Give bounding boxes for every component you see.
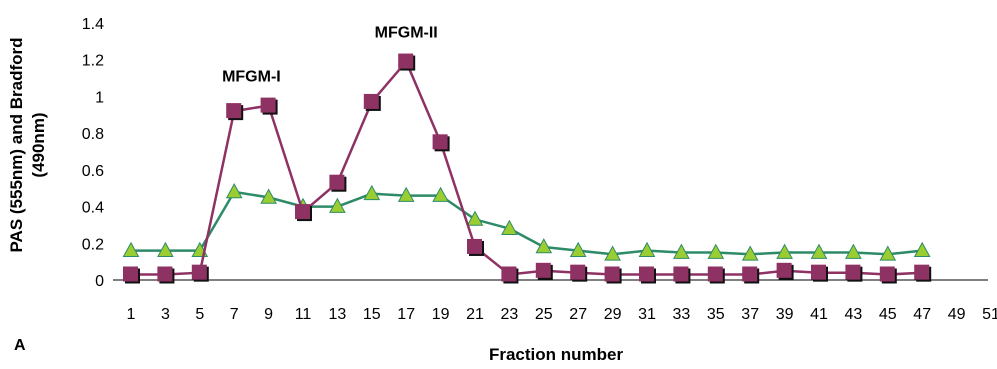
series-layer xyxy=(122,53,932,284)
data-point-square xyxy=(398,53,414,69)
data-point-triangle xyxy=(673,243,690,259)
y-tick-label: 1.4 xyxy=(82,16,104,33)
x-tick-label: 27 xyxy=(569,306,587,323)
data-point-square xyxy=(432,134,448,150)
data-point-square xyxy=(260,97,276,113)
data-point-square xyxy=(295,204,310,220)
x-tick-label: 35 xyxy=(707,306,725,323)
data-point-square xyxy=(845,264,861,280)
y-axis-label-line-1: PAS (555nm) and Bradford xyxy=(7,37,26,252)
data-point-triangle xyxy=(225,183,243,199)
x-tick-label: 45 xyxy=(879,306,897,323)
data-point-square xyxy=(363,93,379,109)
data-point-triangle xyxy=(604,245,621,261)
x-tick-label: 33 xyxy=(673,306,691,323)
data-point-square xyxy=(639,266,654,282)
x-tick-label: 31 xyxy=(638,306,656,323)
data-point-square xyxy=(535,262,551,278)
data-point-square xyxy=(914,264,930,280)
data-point-square xyxy=(329,174,345,190)
x-tick-label: 43 xyxy=(845,306,863,323)
y-tick-label: 0 xyxy=(95,273,104,290)
data-point-square xyxy=(673,266,689,282)
data-point-square xyxy=(811,264,826,280)
series-square xyxy=(123,53,932,284)
data-point-triangle xyxy=(260,188,277,204)
x-tick-label: 13 xyxy=(329,306,347,323)
data-point-square xyxy=(879,266,895,282)
series-line xyxy=(131,59,923,276)
y-tick-label: 1 xyxy=(95,89,104,106)
data-point-square xyxy=(226,103,242,119)
data-point-triangle xyxy=(501,219,518,235)
data-point-triangle xyxy=(810,243,828,259)
data-point-triangle xyxy=(432,186,449,202)
y-tick-label: 0.6 xyxy=(82,163,104,180)
y-axis-label: PAS (555nm) and Bradford (490nm) xyxy=(7,37,48,252)
data-point-square xyxy=(570,264,586,280)
y-tick-label: 0.4 xyxy=(82,200,104,217)
data-point-triangle xyxy=(569,241,587,257)
x-tick-label: 3 xyxy=(161,306,170,323)
data-point-triangle xyxy=(776,243,793,259)
data-point-square xyxy=(123,266,138,282)
data-point-triangle xyxy=(535,238,553,254)
panel-label: A xyxy=(14,337,26,354)
data-point-triangle xyxy=(707,243,725,259)
series-triangle xyxy=(122,183,931,261)
annotation-label: MFGM-II xyxy=(375,25,438,42)
x-tick-label: 5 xyxy=(195,306,204,323)
y-tick-label: 0.8 xyxy=(82,126,104,143)
x-tick-label: 11 xyxy=(295,306,312,323)
x-tick-label: 51 xyxy=(982,306,997,323)
data-point-triangle xyxy=(879,245,897,261)
data-point-triangle xyxy=(157,241,174,257)
data-point-triangle xyxy=(397,186,415,202)
data-point-square xyxy=(742,266,758,282)
x-tick-label: 19 xyxy=(432,306,450,323)
data-point-triangle xyxy=(845,243,862,259)
data-point-square xyxy=(157,266,173,282)
x-axis-label: Fraction number xyxy=(489,345,624,364)
y-tick-label: 0.2 xyxy=(82,236,104,253)
x-tick-label: 17 xyxy=(397,306,415,323)
x-tick-label: 37 xyxy=(741,306,759,323)
data-point-triangle xyxy=(329,197,346,213)
y-axis-label-line-2: (490nm) xyxy=(29,112,48,177)
y-tick-label: 1.2 xyxy=(82,53,104,70)
x-tick-label: 41 xyxy=(810,306,828,323)
data-point-triangle xyxy=(741,245,759,261)
x-tick-label: 25 xyxy=(535,306,553,323)
data-point-triangle xyxy=(466,210,484,226)
data-point-square xyxy=(191,264,207,280)
data-point-square xyxy=(776,262,792,278)
x-tick-labels: 1 3 5 7 9 11 13 15 17 19 21 23 25 27 29 31 33 35 37 39 41 43 4… xyxy=(127,306,997,323)
data-point-square xyxy=(501,266,517,282)
x-tick-label: 39 xyxy=(776,306,794,323)
data-point-square xyxy=(707,266,723,282)
data-point-square xyxy=(604,266,620,282)
x-tick-label: 9 xyxy=(264,306,273,323)
series-line xyxy=(131,190,923,256)
x-tick-label: 21 xyxy=(466,306,484,323)
x-tick-label: 1 xyxy=(127,306,136,323)
data-point-triangle xyxy=(913,241,931,257)
x-tick-label: 47 xyxy=(913,306,931,323)
x-tick-label: 23 xyxy=(501,306,519,323)
y-tick-labels: 0 0.2 0.4 0.6 0.8 1 1.2 1.4 xyxy=(82,16,104,290)
annotations: MFGM-I MFGM-II xyxy=(222,25,438,86)
data-point-triangle xyxy=(122,241,140,257)
data-point-square xyxy=(467,238,482,254)
x-tick-label: 49 xyxy=(948,306,966,323)
x-tick-label: 29 xyxy=(604,306,622,323)
data-point-triangle xyxy=(363,184,381,201)
annotation-label: MFGM-I xyxy=(222,69,281,86)
x-tick-label: 7 xyxy=(230,306,239,323)
x-tick-label: 15 xyxy=(363,306,381,323)
data-point-triangle xyxy=(638,241,656,257)
